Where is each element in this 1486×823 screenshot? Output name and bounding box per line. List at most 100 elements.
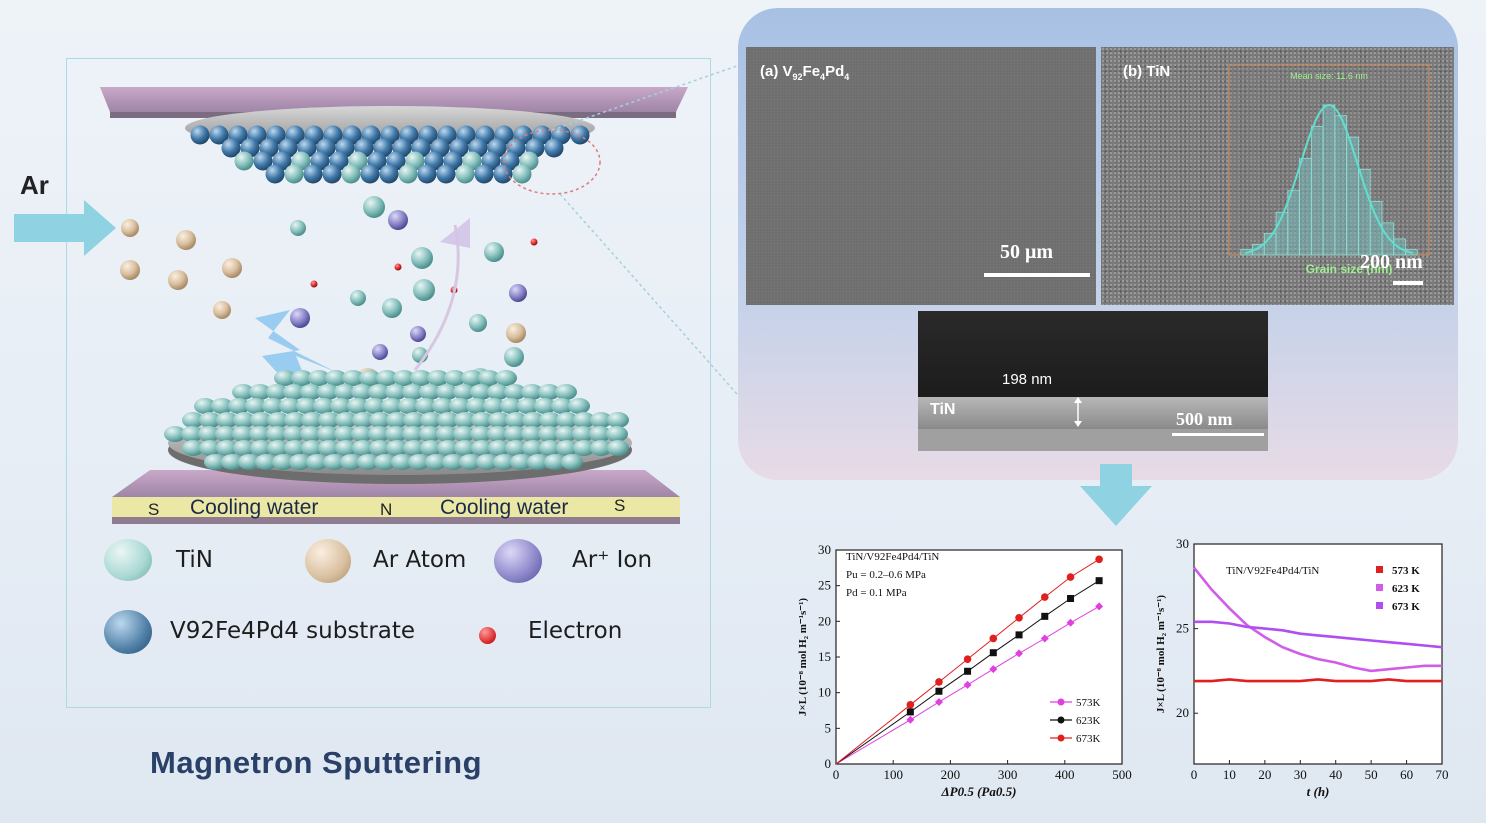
pole-s-right: S [614,496,626,515]
particle [411,247,433,269]
film-sphere [539,412,561,428]
film-sphere [289,454,311,470]
data-point [906,708,914,716]
legend-ar-ion-label: Ar⁺ Ion [572,547,653,573]
film-sphere [301,412,323,428]
data-point [1015,649,1024,658]
film-sphere [204,454,226,470]
ar-label: Ar [20,170,49,200]
data-point [989,665,998,674]
legend-marker [1057,734,1065,742]
film-sphere [517,398,539,414]
target-sphere [221,138,241,158]
target-sphere [284,164,304,184]
film-sphere [262,398,284,414]
annotation-text: Pu = 0.2–0.6 MPa [846,569,926,581]
film-sphere [470,426,492,442]
film-sphere [572,426,594,442]
film-sphere [374,454,396,470]
film-sphere [483,398,505,414]
film-sphere [335,412,357,428]
legend-ar-ion-swatch [494,539,542,583]
data-point [1040,634,1049,643]
schematic-title: Magnetron Sputtering [150,745,483,780]
legend-label: 623 K [1392,583,1420,595]
x-tick-label: 50 [1365,767,1378,782]
down-arrow-icon [1080,464,1152,526]
data-point [906,700,915,709]
film-sphere [351,426,373,442]
film-sphere [351,384,373,400]
sem-b-scale-label: 200 nm [1360,251,1423,273]
data-point [934,697,943,706]
film-sphere [342,370,364,386]
film-sphere [284,440,306,456]
film-sphere [476,454,498,470]
legend-marker [1376,584,1383,591]
x-tick-label: 70 [1436,767,1449,782]
particle [363,196,385,218]
film-sphere [340,454,362,470]
film-sphere [425,454,447,470]
particle [222,258,242,278]
film-sphere [478,370,500,386]
data-point [1041,612,1049,620]
film-sphere [182,440,204,456]
schematic-frame [66,58,711,708]
target-sphere [544,138,564,158]
particle [290,308,310,328]
y-tick-label: 30 [1176,536,1189,551]
film-sphere [505,440,527,456]
film-sphere [471,440,493,456]
film-sphere [454,440,476,456]
y-axis-label: J×L (10⁻⁸ mol H₂ m⁻¹s⁻¹) [1155,595,1167,713]
target-sphere [360,164,380,184]
x-tick-label: 10 [1223,767,1236,782]
film-sphere [334,384,356,400]
target-sphere [265,164,285,184]
film-sphere [415,398,437,414]
film-sphere [544,454,566,470]
legend-substrate-label: V92Fe4Pd4 substrate [170,618,416,644]
legend-tin-label: TiN [176,547,213,573]
film-sphere [296,398,318,414]
histogram-ylabel: Count [1219,143,1220,178]
film-sphere [364,398,386,414]
film-sphere [420,440,442,456]
film-sphere [442,454,464,470]
legend-electron-label: Electron [528,618,623,644]
data-point [964,667,972,675]
film-sphere [385,426,407,442]
x-tick-label: 100 [883,767,903,782]
sem-b-label: (b) TiN [1123,63,1171,80]
film-sphere [369,440,391,456]
cooling-water-left: Cooling water [190,496,319,519]
sem-c-scale-label: 500 nm [1176,409,1233,429]
particle [504,347,524,367]
legend-marker [1057,698,1065,706]
histogram-bar [1346,136,1359,256]
film-sphere [522,440,544,456]
film-sphere [249,384,271,400]
film-sphere [198,426,220,442]
film-sphere [250,440,272,456]
film-sphere [505,412,527,428]
particle [213,301,231,319]
target-sphere [234,151,254,171]
film-sphere [228,398,250,414]
film-sphere [318,440,340,456]
film-thickness-label: 198 nm [1002,371,1053,388]
x-axis-label: t (h) [1307,784,1330,799]
series-line-1 [1192,566,1442,673]
film-sphere [534,398,556,414]
film-sphere [323,454,345,470]
data-point [935,687,943,695]
film-sphere [313,398,335,414]
permeability-vs-pressure-chart: 0 100 200 300 400 500 0 5 10 15 20 25 30 ΔP0.5 (Pa0.5… [797,542,1132,799]
film-sphere [347,398,369,414]
film-layer-label: TiN [930,401,956,418]
data-point [989,634,998,643]
film-sphere [556,440,578,456]
sem-a-label: (a) V92Fe4Pd4 [760,63,850,82]
particle [120,260,140,280]
